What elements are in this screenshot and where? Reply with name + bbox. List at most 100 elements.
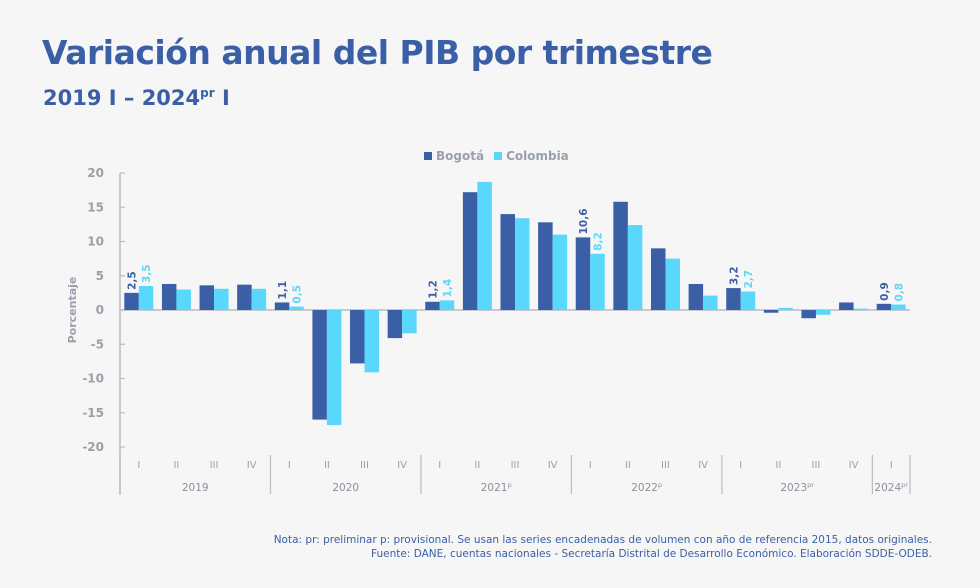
bar-bogota xyxy=(801,310,816,319)
x-category-label: IV xyxy=(548,460,558,471)
x-category-label: II xyxy=(324,460,330,471)
bar-bogota xyxy=(387,310,403,339)
bar-colombia xyxy=(703,295,718,310)
x-category-label: I xyxy=(890,460,893,471)
x-category-label: II xyxy=(775,460,781,471)
legend-label-colombia: Colombia xyxy=(506,149,569,163)
bar-colombia xyxy=(402,310,417,334)
x-category-label: III xyxy=(812,460,821,471)
legend-swatch-bogota xyxy=(424,152,432,160)
bar-colombia xyxy=(778,307,793,310)
subtitle-main: 2019 I – 2024 xyxy=(43,86,201,110)
x-category-label: I xyxy=(589,460,592,471)
bar-bogota xyxy=(538,222,553,310)
x-year-label: 2020 xyxy=(332,482,359,494)
bar-bogota xyxy=(650,248,666,310)
bar-bogota xyxy=(839,302,854,310)
data-label-colombia: 0,5 xyxy=(292,285,304,304)
bar-colombia xyxy=(627,225,643,310)
data-label-colombia: 2,7 xyxy=(743,270,755,289)
x-category-label: I xyxy=(739,460,742,471)
bar-colombia xyxy=(853,308,869,310)
x-category-label: IV xyxy=(698,460,708,471)
bar-colombia xyxy=(590,253,605,310)
x-category-label: IV xyxy=(247,460,257,471)
bar-colombia xyxy=(176,289,191,310)
legend: Bogotá Colombia xyxy=(424,149,569,163)
legend-item-colombia: Colombia xyxy=(494,149,569,163)
bar-colombia xyxy=(815,310,831,315)
x-category-label: I xyxy=(438,460,441,471)
x-category-label: III xyxy=(210,460,219,471)
x-year-label: 2021p xyxy=(481,481,512,494)
bar-colombia xyxy=(740,291,756,310)
x-year-label: 2019 xyxy=(182,482,209,494)
chart-subtitle: 2019 I – 2024pr I xyxy=(43,86,230,110)
bar-colombia xyxy=(515,218,530,310)
y-tick-label: -5 xyxy=(91,337,104,351)
x-category-label: I xyxy=(137,460,140,471)
x-category-label: III xyxy=(511,460,520,471)
data-label-bogota: 0,9 xyxy=(879,282,891,301)
bar-bogota xyxy=(876,303,892,310)
x-category-label: II xyxy=(625,460,631,471)
x-category-label: II xyxy=(474,460,480,471)
data-label-bogota: 3,2 xyxy=(728,266,740,285)
bar-colombia xyxy=(289,306,304,310)
bar-bogota xyxy=(613,201,628,310)
bar-bogota xyxy=(124,292,139,310)
x-category-label: I xyxy=(288,460,291,471)
x-category-label: II xyxy=(173,460,179,471)
bar-bogota xyxy=(312,310,327,420)
bar-colombia xyxy=(138,286,154,310)
bar-colombia xyxy=(364,310,380,373)
bar-bogota xyxy=(688,283,704,310)
legend-label-bogota: Bogotá xyxy=(436,149,485,163)
data-label-colombia: 8,2 xyxy=(592,232,604,251)
bar-colombia xyxy=(552,234,568,310)
bar-bogota xyxy=(575,237,591,310)
footnote-source: Fuente: DANE, cuentas nacionales - Secre… xyxy=(371,548,932,560)
y-tick-label: 15 xyxy=(87,200,104,214)
bar-colombia xyxy=(439,300,455,310)
bar-bogota xyxy=(161,283,177,310)
footnote-note: Nota: pr: preliminar p: provisional. Se … xyxy=(273,534,932,546)
bar-bogota xyxy=(274,302,290,310)
bar-bogota xyxy=(500,214,515,310)
data-label-colombia: 0,8 xyxy=(893,283,905,302)
x-category-label: III xyxy=(661,460,670,471)
data-label-bogota: 1,1 xyxy=(277,281,289,300)
data-label-colombia: 3,5 xyxy=(141,264,153,283)
x-category-label: IV xyxy=(397,460,407,471)
data-label-bogota: 1,2 xyxy=(428,280,440,299)
y-tick-label: 5 xyxy=(96,269,104,283)
footnote: Nota: pr: preliminar p: provisional. Se … xyxy=(274,533,932,561)
data-label-bogota: 10,6 xyxy=(578,208,590,234)
x-category-label: III xyxy=(360,460,369,471)
data-label-bogota: 2,5 xyxy=(127,271,139,290)
legend-item-bogota: Bogotá xyxy=(424,149,484,163)
y-tick-label: 20 xyxy=(87,166,104,180)
subtitle-superscript: pr xyxy=(200,86,215,100)
bar-colombia xyxy=(214,288,229,310)
bar-colombia xyxy=(251,288,267,310)
data-label-colombia: 1,4 xyxy=(442,279,454,298)
bar-colombia xyxy=(665,258,680,310)
y-tick-label: -15 xyxy=(82,406,104,420)
x-year-label: 2022p xyxy=(631,481,662,494)
bar-bogota xyxy=(199,285,215,310)
x-year-label: 2024pr xyxy=(874,481,908,494)
y-axis-label: Porcentaje xyxy=(66,277,79,344)
legend-swatch-colombia xyxy=(494,152,503,160)
bar-colombia xyxy=(891,304,906,310)
bar-colombia xyxy=(477,181,492,310)
x-year-label: 2023pr xyxy=(780,481,814,494)
y-tick-label: 10 xyxy=(87,235,104,249)
y-tick-label: -20 xyxy=(82,440,104,454)
x-category-label: IV xyxy=(849,460,859,471)
bar-colombia xyxy=(326,310,342,426)
y-tick-label: 0 xyxy=(96,303,104,317)
bar-bogota xyxy=(462,192,478,310)
chart-title: Variación anual del PIB por trimestre xyxy=(42,33,713,72)
